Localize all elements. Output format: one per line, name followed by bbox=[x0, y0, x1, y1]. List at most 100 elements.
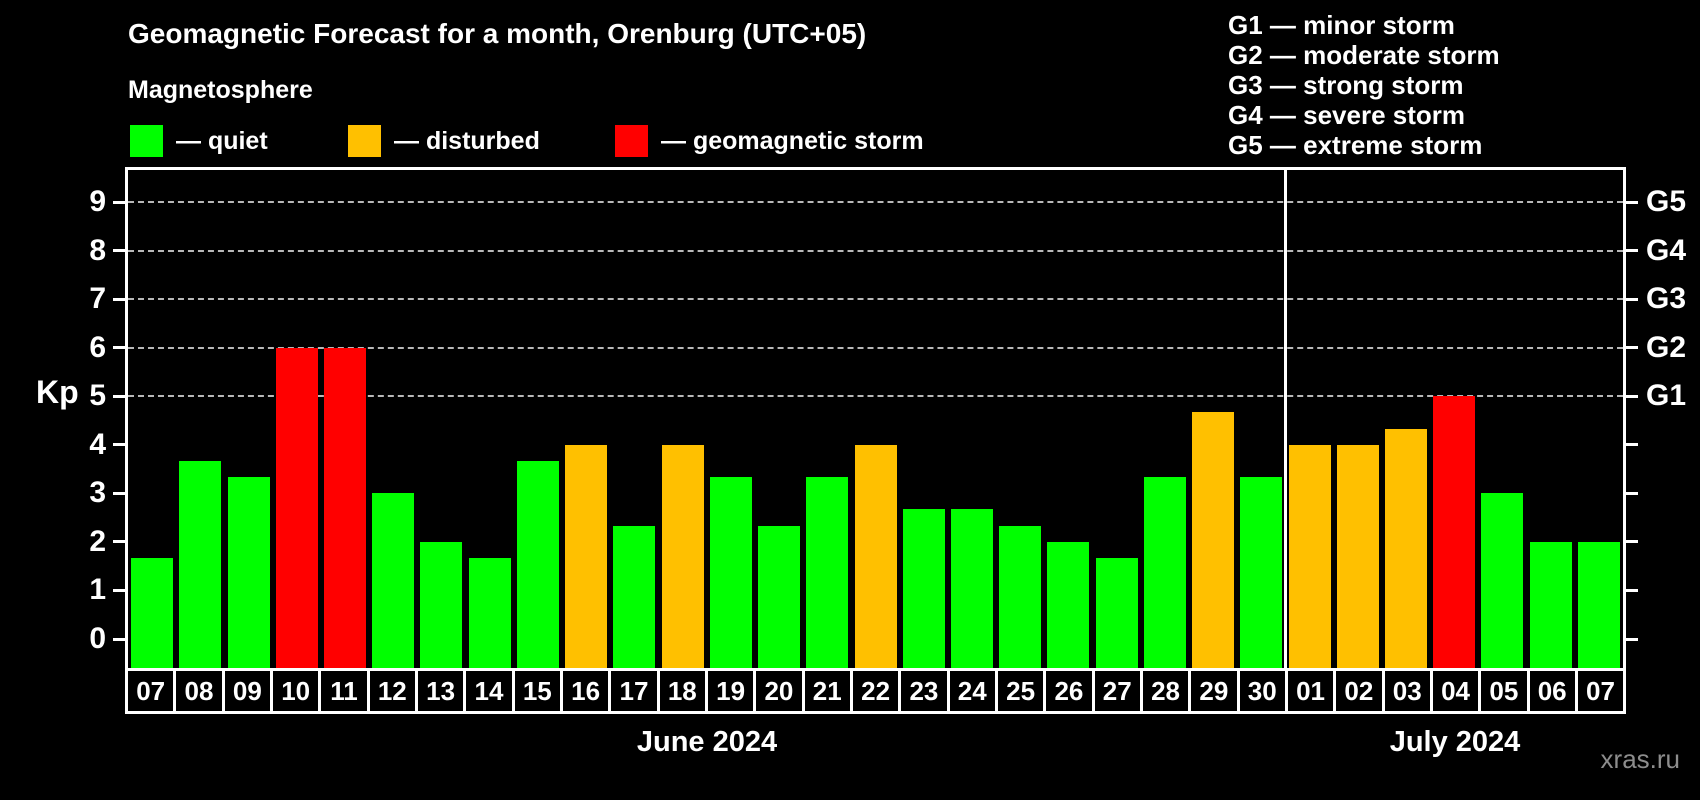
kp-bar-june-08 bbox=[179, 460, 222, 668]
y-tick-right-9 bbox=[1626, 200, 1638, 204]
y-tick-right-2 bbox=[1626, 540, 1638, 544]
y-axis-tick-label-9: 9 bbox=[89, 185, 106, 218]
y-tick-left-3 bbox=[113, 491, 125, 495]
gridline-kp6 bbox=[128, 346, 1623, 349]
y-axis-tick-label-3: 3 bbox=[89, 476, 106, 510]
kp-bar-june-13 bbox=[420, 541, 463, 668]
gridline-kp9 bbox=[128, 201, 1623, 203]
legend-label-disturbed: — disturbed bbox=[394, 126, 540, 155]
kp-bar-june-12 bbox=[372, 493, 415, 668]
date-label-08: 08 bbox=[173, 671, 222, 711]
date-label-21: 21 bbox=[801, 671, 850, 711]
y-tick-left-4 bbox=[113, 443, 125, 447]
g-legend-item-g1: G1 — minor storm bbox=[1228, 10, 1455, 40]
y-tick-right-0 bbox=[1626, 637, 1638, 641]
g-axis-label-g5: G5 bbox=[1646, 185, 1687, 218]
g-axis-label-g1: G1 bbox=[1646, 379, 1687, 413]
kp-bar-june-18 bbox=[661, 444, 704, 668]
date-label-24: 24 bbox=[946, 671, 995, 711]
date-label-02: 02 bbox=[1333, 671, 1382, 711]
y-axis-tick-label-8: 8 bbox=[89, 233, 106, 267]
y-axis-tick-label-4: 4 bbox=[89, 427, 106, 461]
date-label-27: 27 bbox=[1091, 671, 1140, 711]
date-label-03: 03 bbox=[1381, 671, 1430, 711]
y-axis-tick-label-6: 6 bbox=[89, 330, 106, 364]
kp-bar-june-14 bbox=[468, 557, 511, 668]
gridline-kp5 bbox=[128, 395, 1623, 398]
kp-bar-june-09 bbox=[227, 477, 270, 668]
kp-bar-june-22 bbox=[854, 444, 897, 668]
date-label-11: 11 bbox=[318, 671, 367, 711]
date-label-12: 12 bbox=[366, 671, 415, 711]
kp-bar-july-05 bbox=[1481, 493, 1524, 668]
y-axis-tick-label-0: 0 bbox=[89, 622, 106, 655]
kp-bar-june-16 bbox=[565, 444, 608, 668]
g-axis-label-g4: G4 bbox=[1646, 233, 1687, 267]
g-legend-item-g4: G4 — severe storm bbox=[1228, 100, 1466, 130]
date-label-30: 30 bbox=[1236, 671, 1285, 711]
date-label-09: 09 bbox=[221, 671, 270, 711]
date-label-01: 01 bbox=[1284, 671, 1334, 711]
kp-bar-june-28 bbox=[1143, 477, 1186, 668]
date-label-13: 13 bbox=[414, 671, 464, 711]
date-label-22: 22 bbox=[849, 671, 899, 711]
g-axis-label-g2: G2 bbox=[1646, 330, 1687, 364]
month-label-june: June 2024 bbox=[636, 726, 778, 758]
y-tick-right-5 bbox=[1626, 394, 1638, 398]
date-label-28: 28 bbox=[1139, 671, 1189, 711]
kp-bar-june-29 bbox=[1192, 412, 1235, 668]
g-scale-legend: G1 — minor storm G2 — moderate storm G3 … bbox=[1228, 10, 1500, 160]
kp-bar-june-26 bbox=[1047, 541, 1090, 668]
site-watermark: xras.ru bbox=[1600, 744, 1680, 774]
kp-bar-june-27 bbox=[1095, 557, 1138, 668]
y-axis-tick-label-5: 5 bbox=[89, 379, 106, 413]
month-divider-line bbox=[1283, 170, 1287, 668]
disturbed-color-swatch bbox=[348, 125, 381, 157]
date-label-05: 05 bbox=[1478, 671, 1527, 711]
date-label-26: 26 bbox=[1043, 671, 1092, 711]
month-label-july: July 2024 bbox=[1389, 726, 1521, 758]
kp-bar-june-17 bbox=[613, 525, 656, 668]
kp-bar-july-01 bbox=[1288, 444, 1331, 668]
date-label-29: 29 bbox=[1188, 671, 1237, 711]
g-legend-item-g3: G3 — strong storm bbox=[1228, 70, 1464, 100]
date-label-16: 16 bbox=[559, 671, 609, 711]
date-label-18: 18 bbox=[656, 671, 705, 711]
legend-item-quiet: — quiet bbox=[130, 124, 268, 158]
date-label-10: 10 bbox=[269, 671, 319, 711]
y-tick-left-7 bbox=[113, 297, 125, 301]
y-tick-right-8 bbox=[1626, 249, 1638, 253]
date-label-19: 19 bbox=[704, 671, 754, 711]
date-label-20: 20 bbox=[753, 671, 802, 711]
y-tick-right-6 bbox=[1626, 346, 1638, 350]
y-tick-right-7 bbox=[1626, 297, 1638, 301]
kp-bar-june-20 bbox=[758, 525, 801, 668]
legend-label-quiet: — quiet bbox=[176, 126, 268, 155]
date-label-17: 17 bbox=[608, 671, 657, 711]
kp-bar-july-06 bbox=[1529, 541, 1572, 668]
y-tick-right-3 bbox=[1626, 491, 1638, 495]
y-tick-left-9 bbox=[113, 200, 125, 204]
legend-item-storm: — geomagnetic storm bbox=[615, 124, 924, 158]
kp-bar-july-03 bbox=[1384, 428, 1427, 668]
kp-bar-june-30 bbox=[1240, 477, 1283, 668]
kp-bar-june-21 bbox=[806, 477, 849, 668]
date-label-07: 07 bbox=[128, 671, 174, 711]
date-axis: 07 08 09 10 11 12 13 14 15 16 17 18 19 20 21 22 23 24 25 26… bbox=[125, 668, 1626, 714]
y-tick-left-6 bbox=[113, 346, 125, 350]
kp-axis-label: Kp bbox=[36, 374, 79, 410]
y-axis-tick-label-7: 7 bbox=[89, 282, 106, 316]
chart-title: Geomagnetic Forecast for a month, Orenbu… bbox=[128, 18, 867, 49]
kp-bar-july-07 bbox=[1577, 541, 1620, 668]
kp-bar-june-19 bbox=[709, 477, 752, 668]
storm-color-swatch bbox=[615, 125, 648, 157]
quiet-color-swatch bbox=[130, 125, 163, 157]
kp-bar-june-07 bbox=[131, 557, 174, 668]
y-tick-left-1 bbox=[113, 588, 125, 592]
kp-bar-june-23 bbox=[902, 509, 945, 668]
gridline-kp8 bbox=[128, 249, 1623, 252]
g-legend-item-g2: G2 — moderate storm bbox=[1228, 40, 1500, 70]
y-tick-right-4 bbox=[1626, 443, 1638, 447]
kp-bar-june-10 bbox=[275, 347, 318, 668]
